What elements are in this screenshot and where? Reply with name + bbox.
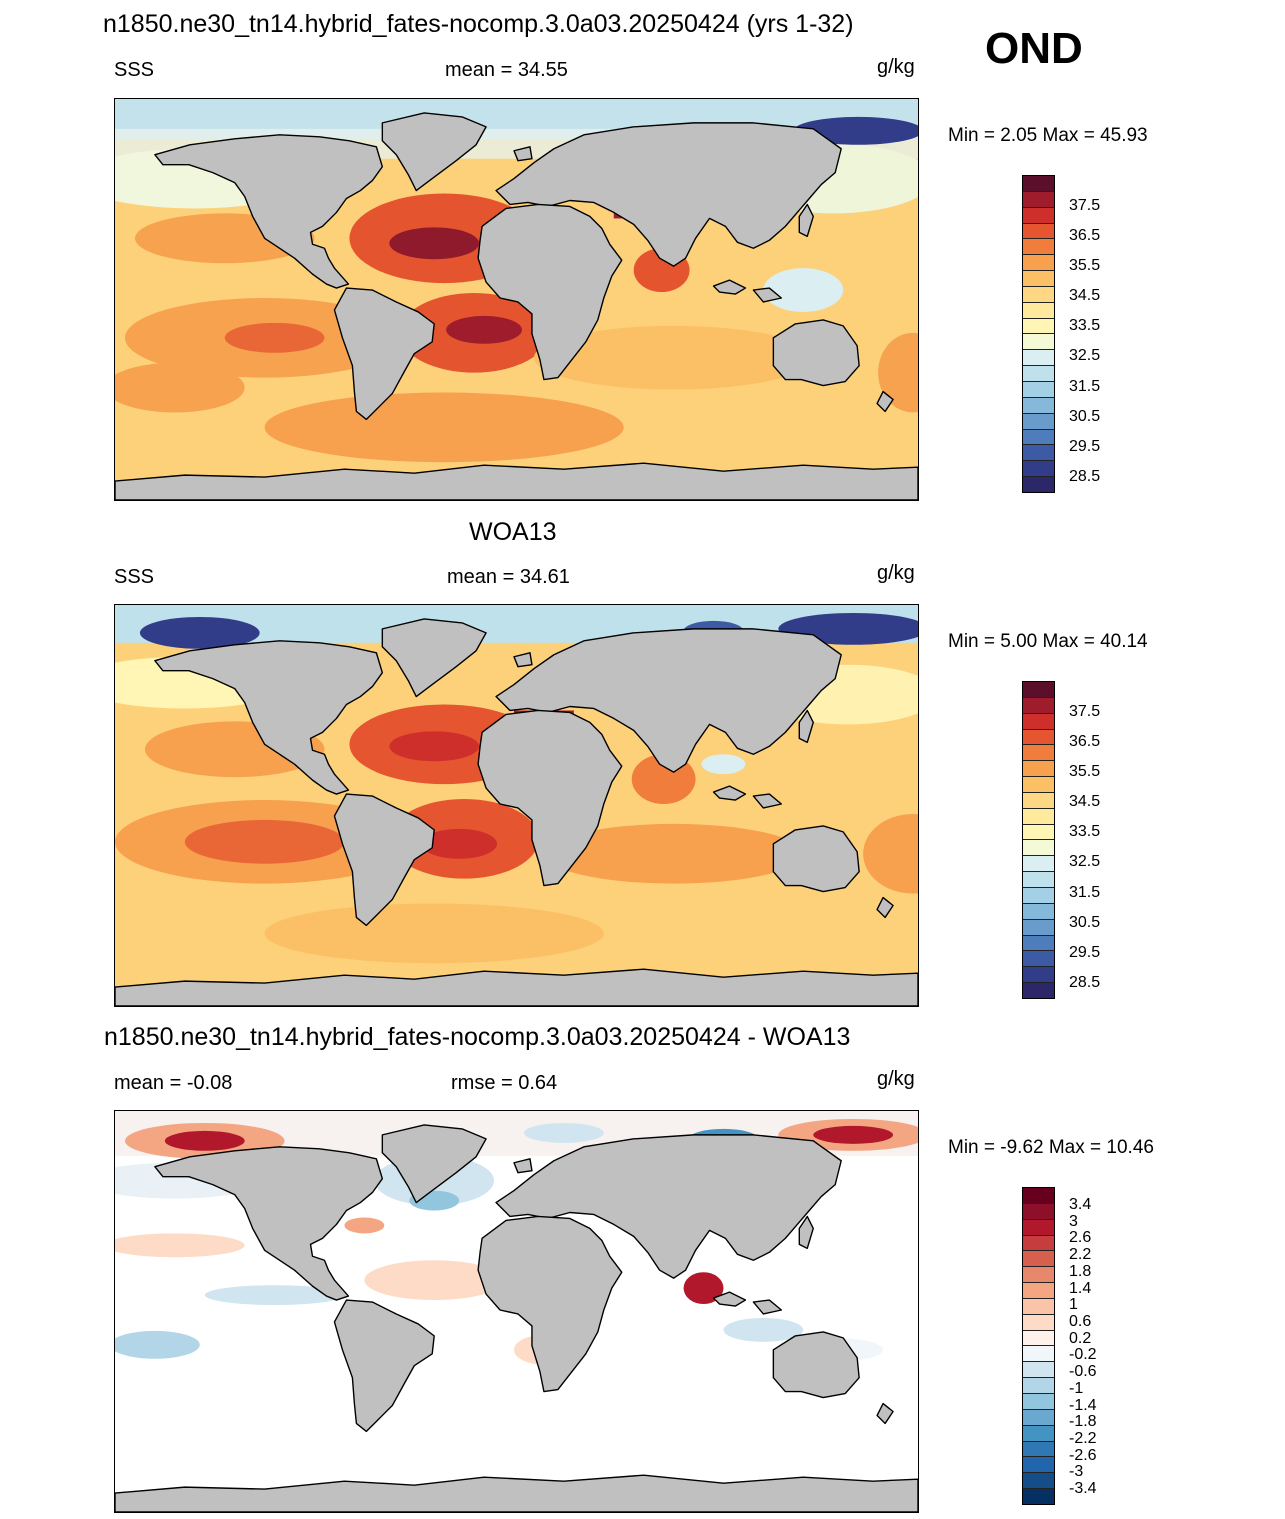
- panel1-colorbar-tick: 30.5: [1069, 408, 1101, 425]
- panel2-colorbar-tick: 34.5: [1069, 793, 1101, 810]
- panel3-title: n1850.ne30_tn14.hybrid_fates-nocomp.3.0a…: [104, 1023, 851, 1051]
- panel3-units-label: g/kg: [877, 1068, 915, 1090]
- panel3-colorbar-tick: -0.2: [1069, 1346, 1097, 1363]
- panel2-colorbar-tick: 28.5: [1069, 974, 1101, 991]
- panel3-colorbar-tick: 2.2: [1069, 1246, 1092, 1263]
- panel2-colorbar-tick: 29.5: [1069, 944, 1101, 961]
- panel3-colorbar-tick: -2.2: [1069, 1430, 1097, 1447]
- panel2-colorbar-tick: 35.5: [1069, 763, 1101, 780]
- panel3-colorbar: [1022, 1187, 1055, 1505]
- panel3-colorbar-tick: -1.4: [1069, 1397, 1097, 1414]
- panel3-rmse-label: rmse = 0.64: [451, 1072, 558, 1094]
- panel3-colorbar-tick: 0.6: [1069, 1313, 1092, 1330]
- panel2-title: WOA13: [469, 518, 557, 546]
- panel1-colorbar-tick: 35.5: [1069, 257, 1101, 274]
- panel3-colorbar-tick: -3: [1069, 1463, 1084, 1480]
- panel3-colorbar-tick: 3: [1069, 1213, 1078, 1230]
- panel1-colorbar: [1022, 175, 1055, 493]
- panel1-title: n1850.ne30_tn14.hybrid_fates-nocomp.3.0a…: [103, 10, 854, 38]
- panel3-colorbar-tick: 3.4: [1069, 1196, 1092, 1213]
- panel2-colorbar-tick: 31.5: [1069, 884, 1101, 901]
- panel2-colorbar-tick: 32.5: [1069, 853, 1101, 870]
- panel3-colorbar-tick: -1.8: [1069, 1413, 1097, 1430]
- panel2-colorbar-tick: 37.5: [1069, 703, 1101, 720]
- panel3-colorbar-tick: 2.6: [1069, 1229, 1092, 1246]
- panel3-colorbar-tick: 1.4: [1069, 1280, 1092, 1297]
- panel2-variable-label: SSS: [114, 566, 155, 588]
- panel1-colorbar-tick: 28.5: [1069, 468, 1101, 485]
- panel3-colorbar-tick: -1: [1069, 1380, 1084, 1397]
- panel3-difference-map: [114, 1110, 919, 1513]
- panel1-mean-label: mean = 34.55: [445, 59, 568, 81]
- panel1-colorbar-tick: 32.5: [1069, 347, 1101, 364]
- panel2-woa13-sss-map: [114, 604, 919, 1007]
- panel1-colorbar-tick: 36.5: [1069, 227, 1101, 244]
- panel3-minmax-label: Min = -9.62 Max = 10.46: [948, 1137, 1154, 1158]
- panel3-colorbar-tick: -2.6: [1069, 1447, 1097, 1464]
- panel3-colorbar-tick: 1.8: [1069, 1263, 1092, 1280]
- panel2-minmax-label: Min = 5.00 Max = 40.14: [948, 631, 1148, 652]
- panel1-colorbar-tick: 37.5: [1069, 197, 1101, 214]
- panel1-colorbar-tick: 34.5: [1069, 287, 1101, 304]
- panel3-mean-label: mean = -0.08: [114, 1072, 233, 1094]
- panel3-colorbar-tick: -3.4: [1069, 1480, 1097, 1497]
- panel2-units-label: g/kg: [877, 562, 915, 584]
- panel2-mean-label: mean = 34.61: [447, 566, 570, 588]
- panel1-colorbar-tick: 31.5: [1069, 378, 1101, 395]
- panel2-colorbar-tick: 36.5: [1069, 733, 1101, 750]
- panel2-colorbar: [1022, 681, 1055, 999]
- panel1-minmax-label: Min = 2.05 Max = 45.93: [948, 125, 1148, 146]
- panel2-colorbar-tick: 30.5: [1069, 914, 1101, 931]
- panel2-colorbar-tick: 33.5: [1069, 823, 1101, 840]
- panel1-variable-label: SSS: [114, 59, 155, 81]
- panel1-colorbar-tick: 33.5: [1069, 317, 1101, 334]
- panel1-units-label: g/kg: [877, 56, 915, 78]
- panel1-colorbar-tick: 29.5: [1069, 438, 1101, 455]
- panel3-colorbar-tick: 0.2: [1069, 1330, 1092, 1347]
- season-label: OND: [985, 24, 1083, 73]
- panel3-colorbar-tick: -0.6: [1069, 1363, 1097, 1380]
- panel1-model-sss-map: [114, 98, 919, 501]
- panel3-colorbar-tick: 1: [1069, 1296, 1078, 1313]
